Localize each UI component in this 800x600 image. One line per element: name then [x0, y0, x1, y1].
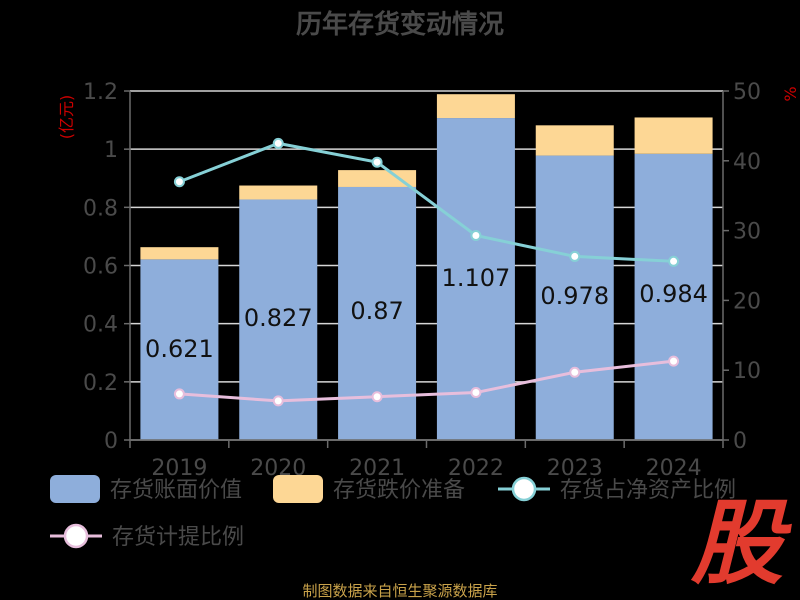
bar-impairment-provision	[436, 94, 515, 119]
legend-marker	[511, 476, 537, 502]
bar-book-value	[140, 259, 219, 440]
right-tick-label: 50	[733, 80, 761, 105]
bar-value-label: 0.984	[639, 280, 708, 308]
left-tick-label: 0.8	[83, 196, 118, 221]
right-tick-label: 20	[733, 289, 761, 314]
bar-value-label: 1.107	[442, 264, 511, 292]
bar-value-labels: 0.621 0.827 0.87 1.107 0.978 0.984	[145, 264, 708, 363]
gridlines	[130, 90, 723, 441]
left-tick-label: 0	[104, 429, 118, 454]
x-tick-label: 2024	[646, 456, 702, 481]
lines	[173, 137, 680, 407]
point-provision-ratio	[569, 366, 581, 378]
point-inventory-to-net-assets	[569, 250, 581, 262]
left-tick-label: 0.4	[83, 313, 118, 338]
point-inventory-to-net-assets	[470, 229, 482, 241]
legend-label: 存货账面价值	[110, 478, 242, 503]
right-tick-label: 10	[733, 359, 761, 384]
x-tick-label: 2022	[448, 456, 504, 481]
line-provision-ratio	[179, 359, 674, 403]
logo-mark: 股	[690, 490, 792, 597]
point-provision-ratio	[371, 391, 383, 403]
x-tick-label: 2023	[547, 456, 603, 481]
line-inventory-to-net-assets	[178, 141, 674, 263]
left-tick-label: 0.6	[83, 255, 118, 280]
bar-book-value	[535, 155, 614, 440]
bar-value-label: 0.978	[540, 282, 609, 310]
left-tick-label: 0.2	[83, 371, 118, 396]
point-inventory-to-net-assets	[371, 156, 383, 168]
point-inventory-to-net-assets	[173, 176, 185, 188]
chart-title: 历年存货变动情况	[296, 9, 504, 40]
bar-impairment-provision	[535, 125, 614, 156]
legend-label: 存货跌价准备	[333, 478, 465, 503]
left-axis-unit: (亿元)	[57, 95, 76, 140]
legend-marker	[63, 523, 89, 549]
legend-label: 存货占净资产比例	[560, 478, 736, 503]
point-provision-ratio	[272, 395, 284, 407]
legend-swatch	[50, 475, 100, 503]
right-tick-label: 40	[733, 150, 761, 175]
legend-swatch	[273, 475, 323, 503]
point-provision-ratio	[173, 388, 185, 400]
bar-value-label: 0.87	[350, 297, 403, 325]
right-tick-label: 30	[733, 220, 761, 245]
bar-impairment-provision	[239, 185, 318, 200]
bar-impairment-provision	[140, 247, 219, 260]
point-inventory-to-net-assets	[668, 255, 680, 267]
point-inventory-to-net-assets	[272, 137, 284, 149]
legend-label: 存货计提比例	[112, 525, 244, 550]
x-tick-label: 2021	[349, 456, 405, 481]
bars	[140, 94, 713, 441]
bar-impairment-provision	[338, 170, 417, 187]
right-tick-label: 0	[733, 429, 747, 454]
right-axis-unit: %	[781, 86, 800, 101]
bar-impairment-provision	[634, 117, 713, 154]
left-tick-label: 1	[104, 138, 118, 163]
data-source-note: 制图数据来自恒生聚源数据库	[302, 582, 497, 600]
bar-value-label: 0.827	[244, 304, 313, 332]
bar-value-label: 0.621	[145, 335, 214, 363]
left-tick-label: 1.2	[83, 80, 118, 105]
x-tick-label: 2019	[151, 456, 207, 481]
bar-book-value	[634, 153, 713, 440]
point-provision-ratio	[668, 355, 680, 367]
point-provision-ratio	[470, 387, 482, 399]
